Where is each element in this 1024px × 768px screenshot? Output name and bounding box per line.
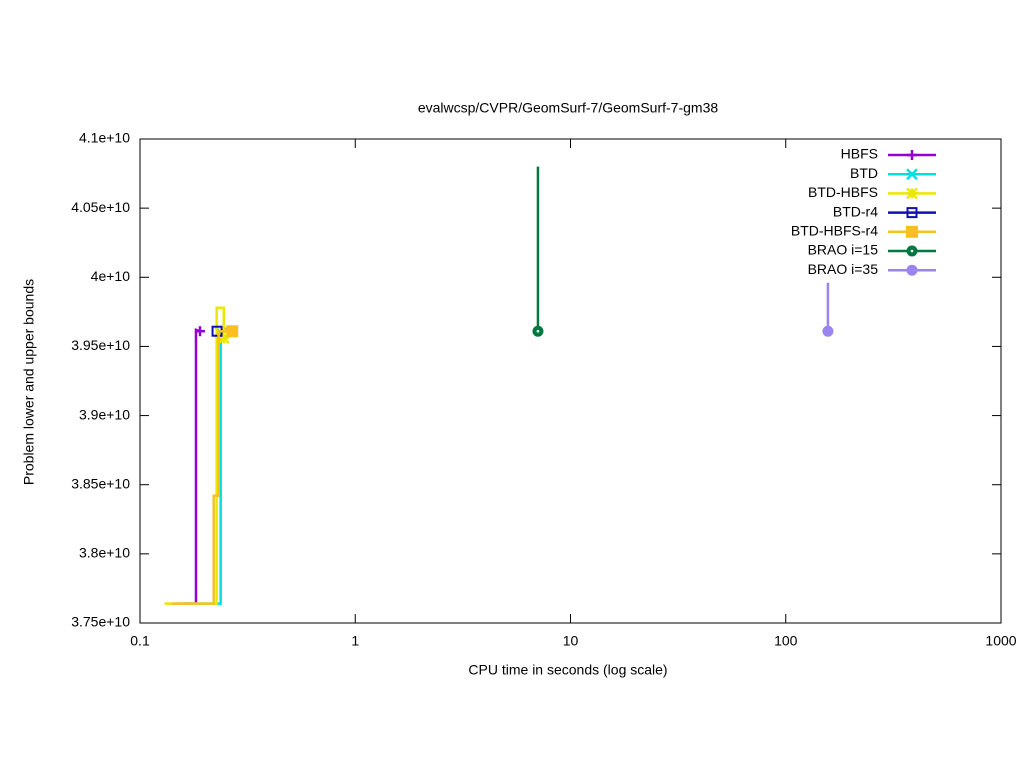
y-tick-label: 3.9e+10 [79, 406, 130, 422]
y-tick-label: 3.8e+10 [79, 545, 130, 561]
marker [906, 264, 918, 276]
y-tick-label: 3.85e+10 [71, 475, 130, 491]
y-tick-label: 3.75e+10 [71, 614, 130, 630]
marker [906, 245, 918, 257]
marker-shape [226, 325, 239, 338]
marker-shape [906, 264, 918, 276]
x-tick-label: 10 [563, 633, 579, 649]
legend-label: BTD-r4 [833, 203, 878, 219]
x-tick-label: 100 [774, 633, 798, 649]
legend-label: BRAO i=35 [808, 261, 879, 277]
marker [195, 326, 206, 337]
marker [226, 325, 239, 338]
marker-shape [822, 325, 834, 337]
y-axis-label: Problem lower and upper bounds [21, 279, 37, 485]
marker-stroke [906, 187, 918, 200]
marker-dot [910, 249, 914, 253]
legend-label: BTD-HBFS [808, 184, 878, 200]
legend-label: BTD [850, 165, 878, 181]
y-tick-label: 4.05e+10 [71, 199, 130, 215]
marker-shape [906, 207, 918, 219]
legend-label: BTD-HBFS-r4 [791, 223, 878, 239]
marker [906, 187, 918, 200]
marker [532, 325, 544, 337]
y-tick-label: 3.95e+10 [71, 337, 130, 353]
marker-dot [536, 329, 540, 333]
marker [907, 150, 917, 160]
marker-shape [906, 225, 918, 238]
x-axis-label: CPU time in seconds (log scale) [468, 662, 667, 678]
marker [906, 168, 918, 181]
y-tick-label: 4.1e+10 [79, 130, 130, 146]
y-tick-label: 4e+10 [91, 268, 131, 284]
marker [906, 225, 918, 238]
x-tick-label: 1000 [985, 633, 1016, 649]
series-line [171, 329, 233, 605]
marker [906, 207, 918, 219]
x-tick-label: 0.1 [130, 633, 150, 649]
x-tick-label: 1 [351, 633, 359, 649]
chart-title: evalwcsp/CVPR/GeomSurf-7/GeomSurf-7-gm38 [418, 100, 719, 116]
marker [822, 325, 834, 337]
legend-label: HBFS [841, 146, 878, 162]
legend-label: BRAO i=15 [808, 242, 879, 258]
marker-stroke [906, 168, 918, 181]
